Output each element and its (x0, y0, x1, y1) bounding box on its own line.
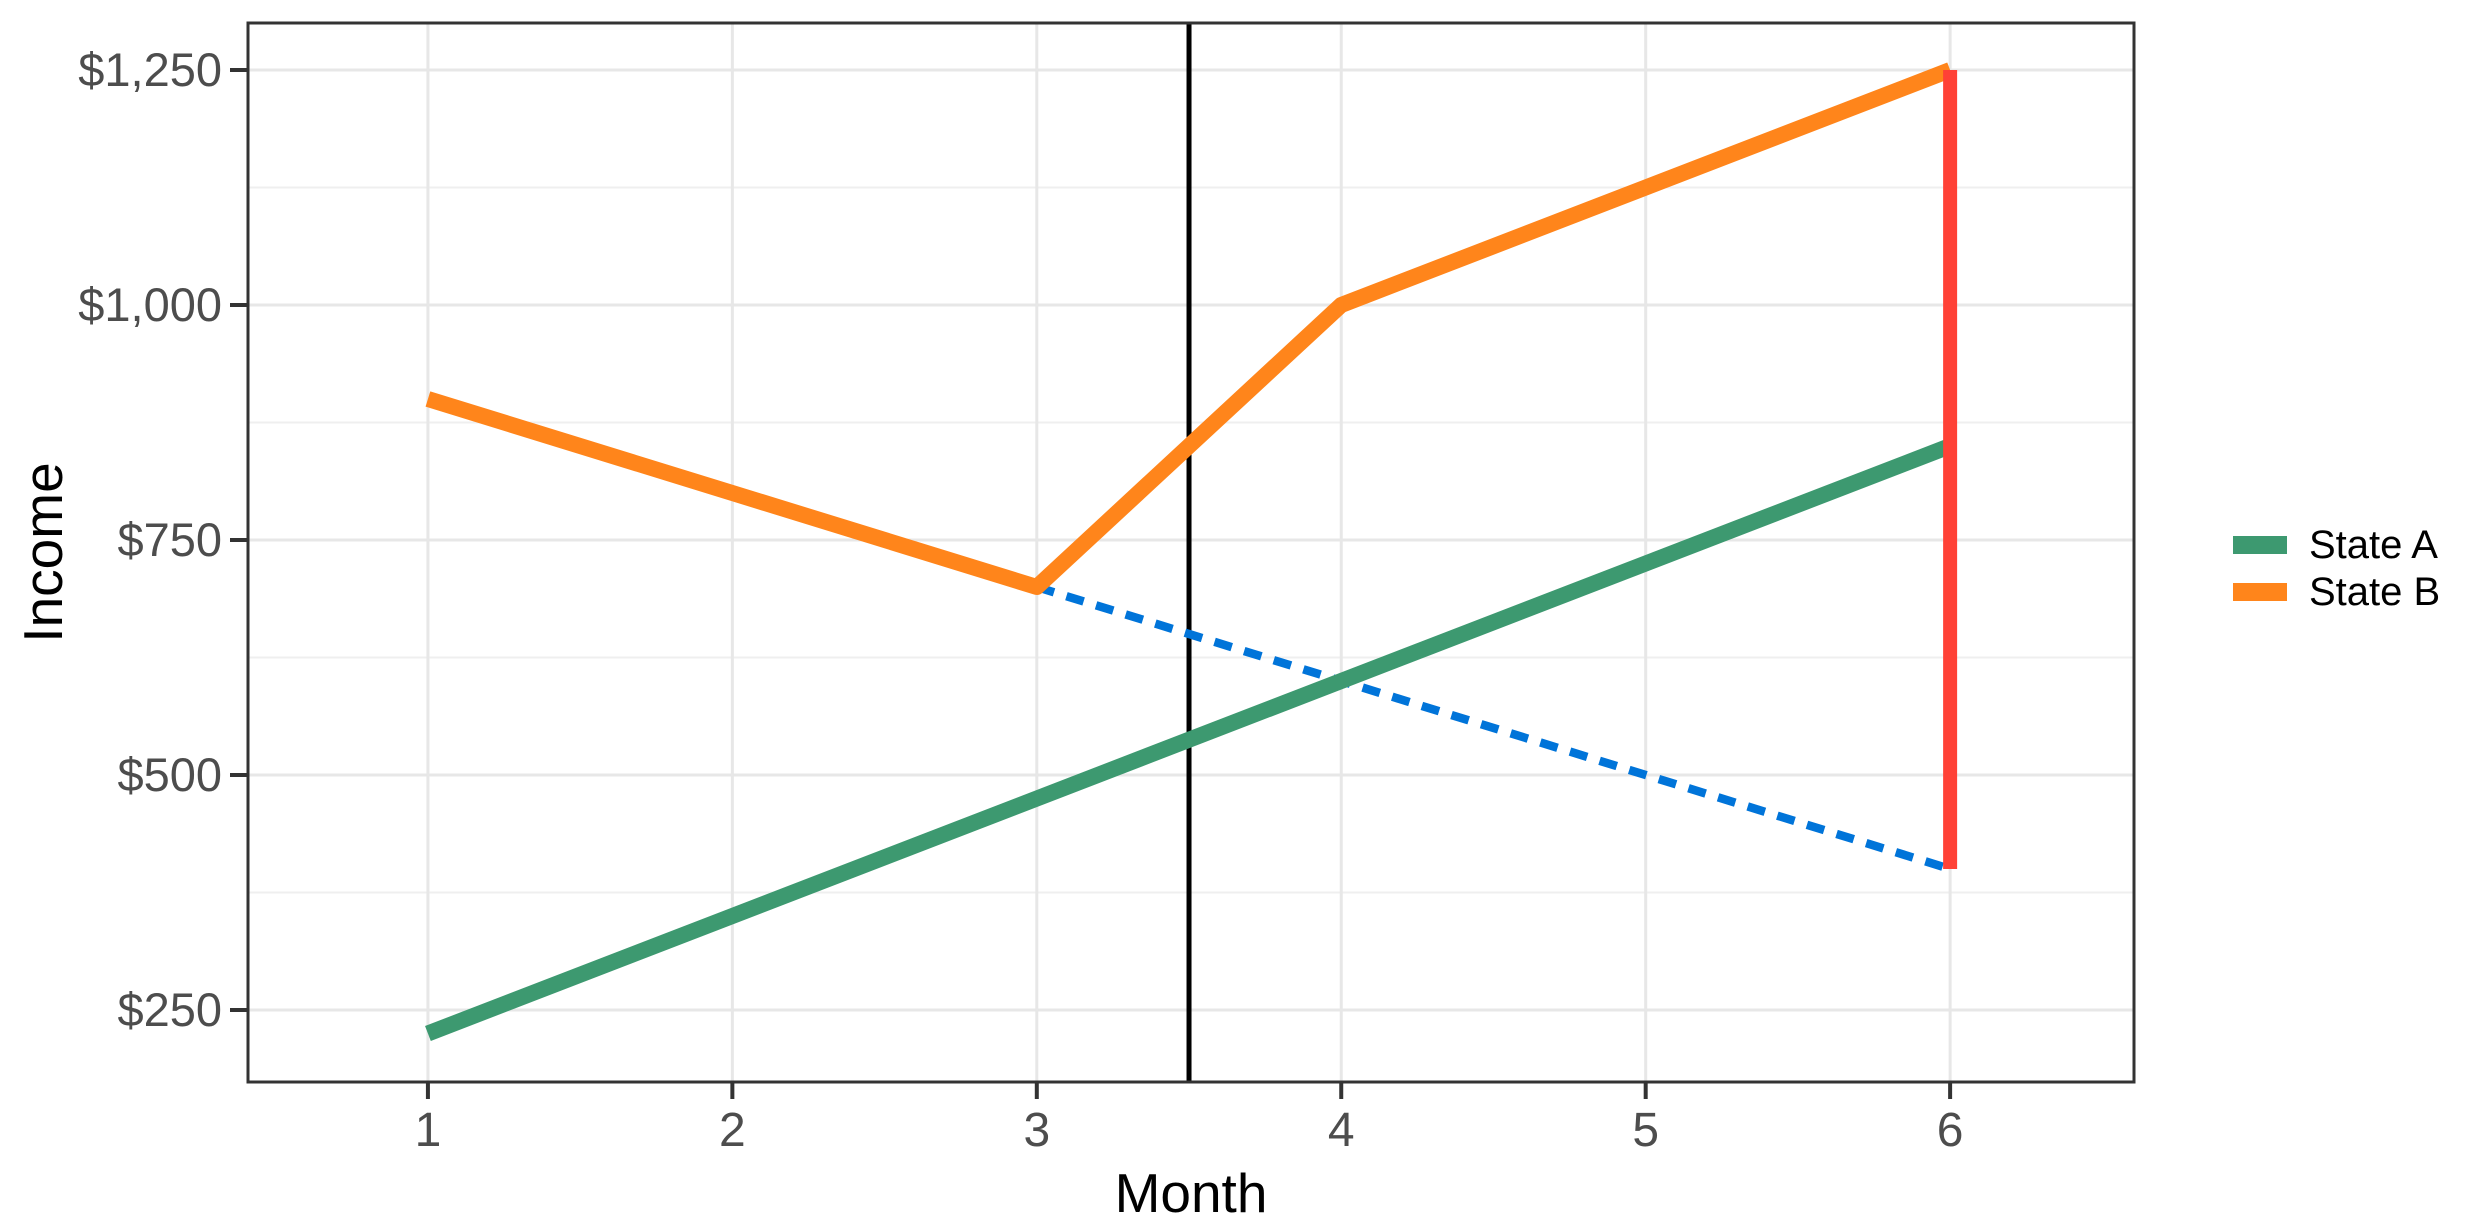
legend-row-state-a: State A (2233, 521, 2440, 568)
y-tick-label: $250 (117, 983, 222, 1036)
legend-swatch-state-b (2233, 582, 2287, 601)
y-tick-label: $750 (117, 513, 222, 566)
x-axis-title: Month (1115, 1162, 1268, 1224)
x-tick-label: 3 (1023, 1104, 1050, 1157)
x-tick-label: 5 (1632, 1104, 1659, 1157)
panel-border (246, 21, 2136, 1084)
y-axis-title: Income (12, 462, 74, 642)
y-tick-label: $1,250 (78, 43, 222, 96)
x-tick-label: 6 (1937, 1104, 1964, 1157)
state-a-line (425, 438, 1953, 1041)
y-tick-label: $500 (117, 748, 222, 801)
x-tick-label: 4 (1328, 1104, 1355, 1157)
legend-label: State B (2309, 569, 2441, 614)
legend-label: State A (2309, 522, 2438, 567)
state-b-line (425, 62, 1953, 595)
legend-swatch-state-a (2233, 535, 2287, 554)
x-tick-label: 2 (719, 1104, 746, 1157)
legend-row-state-b: State B (2233, 568, 2440, 615)
y-tick-label: $1,000 (78, 278, 222, 331)
x-tick-label: 1 (415, 1104, 442, 1157)
legend: State A State B (2233, 521, 2440, 615)
counterfactual-dashed-line (1035, 582, 1952, 874)
